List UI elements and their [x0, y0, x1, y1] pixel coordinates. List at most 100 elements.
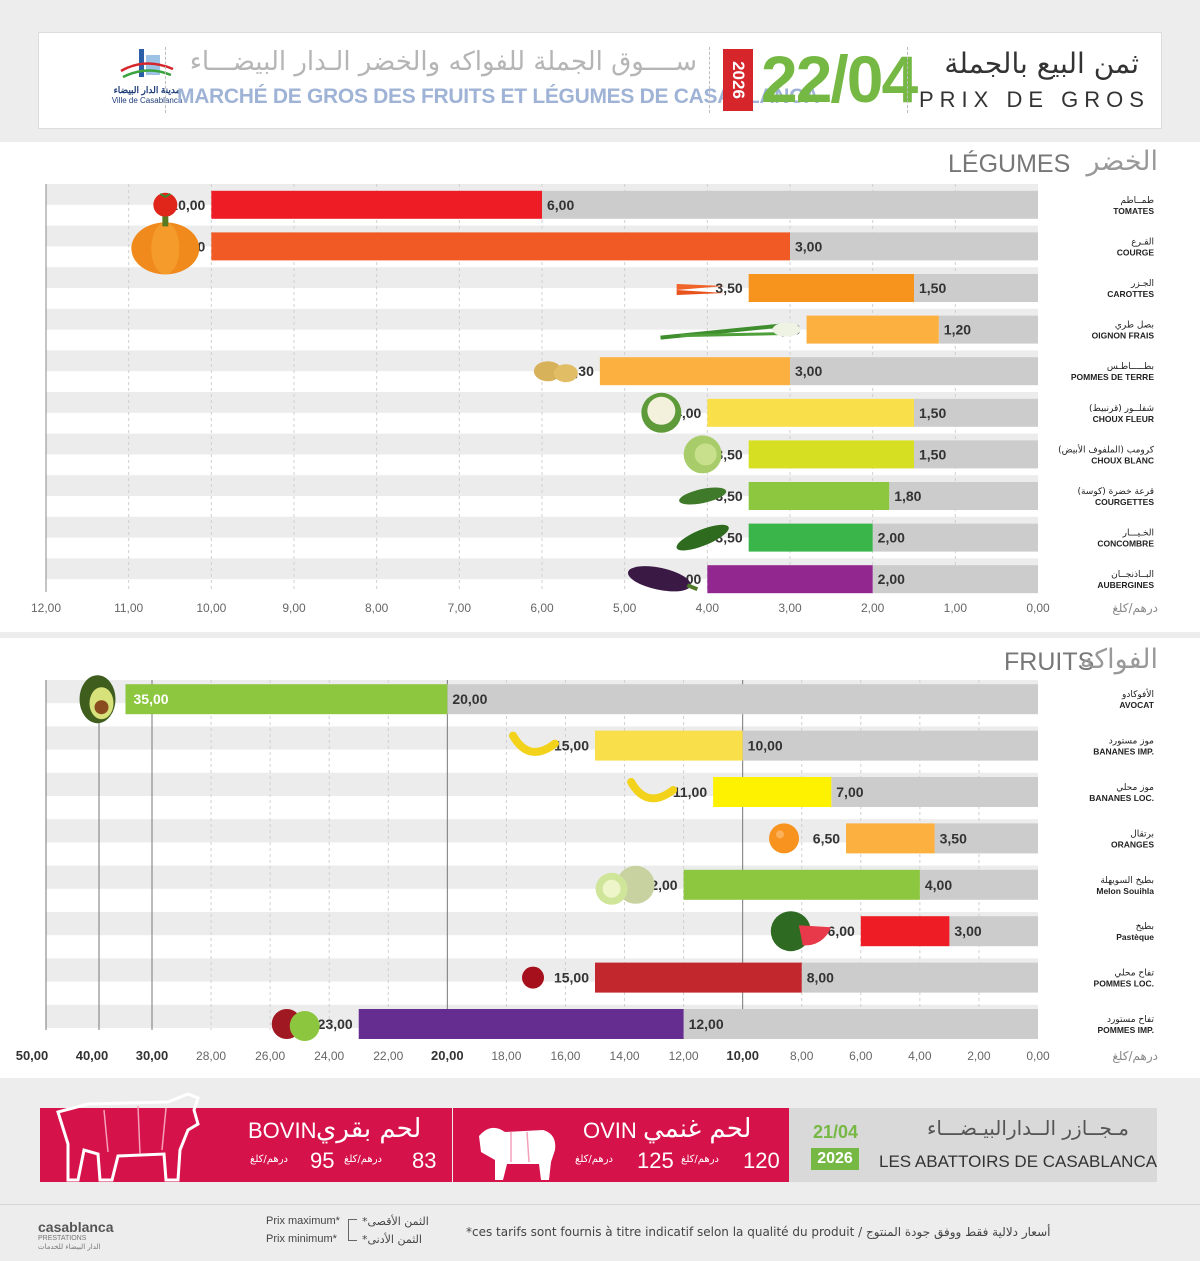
- unit-label: درهم/كلغ: [1112, 601, 1158, 616]
- fruits-title-ar: الفواكه: [1079, 644, 1158, 675]
- label-max-0: 35,00: [134, 691, 169, 707]
- tick-label: 14,00: [610, 1049, 640, 1063]
- banana-icon: [627, 778, 678, 803]
- category-ar-1: القـرع: [1131, 237, 1154, 247]
- bar-range-9: [707, 565, 873, 594]
- label-min-5: 1,50: [919, 405, 946, 421]
- tick-label: 26,00: [255, 1049, 285, 1063]
- bovin-min: 83: [412, 1148, 437, 1173]
- label-max-5: 4,00: [674, 405, 701, 421]
- category-ar-6: كرومب (الملفوف الأبيض): [1058, 443, 1155, 455]
- bar-min-8: [872, 523, 1038, 552]
- bar-min-5: [949, 916, 1038, 947]
- bovin-unit: درهم/كلغ: [344, 1154, 382, 1165]
- category-ar-1: موز مستورد: [1109, 737, 1154, 747]
- category-fr-7: COURGETTES: [1095, 497, 1154, 507]
- tick-label: 11,00: [114, 601, 143, 615]
- category-ar-6: تفاح محلي: [1114, 969, 1154, 979]
- bar-min-2: [914, 274, 1038, 302]
- city-logo-fr: Ville de Casablanca: [111, 96, 183, 105]
- tick-label: 50,00: [16, 1048, 49, 1063]
- bar-range-5: [707, 398, 914, 427]
- legend-bracket: [348, 1219, 357, 1241]
- bar-min-6: [914, 440, 1038, 469]
- legend-max-fr: Prix maximum*: [266, 1215, 340, 1227]
- tick-label: 3,00: [778, 601, 802, 615]
- bar-range-2: [748, 274, 914, 302]
- tick-label: 8,00: [790, 1049, 814, 1063]
- category-ar-5: بطيخ: [1136, 922, 1154, 932]
- tick-label: 4,00: [696, 601, 720, 615]
- ovin-min: 120: [743, 1148, 780, 1173]
- tick-label: 24,00: [314, 1049, 344, 1063]
- bar-min-0: [542, 190, 1038, 219]
- tick-label: 20,00: [431, 1048, 464, 1063]
- legend-max-ar: *الثمن الأقصى: [362, 1215, 429, 1228]
- category-fr-5: Pastèque: [1116, 932, 1154, 942]
- bar-range-4: [683, 869, 920, 900]
- footer-brand-ar: الدار البيضاء للخدمات: [38, 1243, 101, 1251]
- apple-mixed-icon: [271, 1009, 320, 1041]
- label-min-3: 1,20: [944, 322, 971, 338]
- category-fr-0: AVOCAT: [1119, 700, 1154, 710]
- label-min-6: 1,50: [919, 446, 946, 462]
- label-min-2: 7,00: [836, 784, 863, 800]
- category-ar-0: طمــاطم: [1120, 196, 1154, 206]
- cucumber-icon: [676, 524, 729, 551]
- header-banner: مدينة الدار البيضاء Ville de Casablanca …: [38, 32, 1162, 129]
- orange-icon: [769, 823, 800, 854]
- legend-min-ar: *الثمن الأدنى: [362, 1233, 422, 1246]
- label-min-5: 3,00: [954, 923, 981, 939]
- vegetables-title-fr: LÉGUMES: [948, 150, 1071, 178]
- category-fr-3: OIGNON FRAIS: [1092, 331, 1155, 341]
- bar-range-3: [846, 823, 935, 854]
- watermelon-icon: [770, 911, 831, 952]
- bar-min-7: [683, 1009, 1038, 1039]
- label-min-0: 20,00: [452, 691, 487, 707]
- market-name-ar: ســــوق الجملة للفواكه والخضر الـدار الب…: [189, 47, 697, 77]
- tick-label: 6,00: [849, 1049, 873, 1063]
- vegetables-panel: LÉGUMES الخضر 6,00 10,00 طمــاطم TOMATES 3,0…: [0, 142, 1200, 632]
- bar-min-2: [831, 777, 1038, 807]
- cabbage-icon: [683, 435, 722, 474]
- bar-min-7: [889, 482, 1038, 510]
- tick-label: 4,00: [908, 1049, 932, 1063]
- footer-note: *ces tarifs sont fournis à titre indicat…: [466, 1225, 1051, 1239]
- category-ar-7: قرعة خضرة (كوسة): [1077, 487, 1154, 497]
- bar-min-0: [447, 684, 1038, 715]
- potato-icon: [533, 361, 578, 383]
- bar-range-1: [211, 232, 791, 261]
- bar-range-7: [358, 1009, 684, 1039]
- vegetables-chart: 6,0010,00طمــاطمTOMATES3,0010,00القـرعCO…: [31, 184, 1158, 616]
- category-ar-3: بصل طري: [1115, 321, 1154, 331]
- tick-label: 30,00: [136, 1048, 169, 1063]
- label-max-3: 6,50: [813, 830, 840, 846]
- ovin-ar: لحم غنمي: [643, 1114, 752, 1144]
- bar-min-4: [919, 869, 1038, 900]
- sheep-icon: [479, 1127, 556, 1180]
- tick-label: 7,00: [448, 601, 472, 615]
- bar-min-6: [801, 962, 1038, 993]
- category-ar-8: الخـيـــار: [1122, 529, 1154, 539]
- header-divider: [165, 47, 166, 113]
- bar-range-0: [125, 684, 448, 715]
- category-ar-4: بطيخ السويهلة: [1100, 876, 1154, 886]
- label-min-2: 1,50: [919, 280, 946, 296]
- label-max-6: 3,50: [715, 446, 742, 462]
- category-ar-7: تفاح مستورد: [1107, 1015, 1155, 1025]
- label-max-7: 23,00: [318, 1016, 353, 1032]
- bar-min-3: [938, 315, 1038, 344]
- bar-min-1: [742, 730, 1038, 761]
- category-fr-3: ORANGES: [1111, 839, 1154, 849]
- footer-brand: casablanca: [38, 1219, 114, 1235]
- vegetables-title-ar: الخضر: [1086, 146, 1158, 177]
- city-logo-ar: مدينة الدار البيضاء: [113, 85, 181, 95]
- category-fr-2: BANANES LOC.: [1089, 793, 1154, 803]
- avocado-icon: [79, 675, 116, 724]
- year-badge: 2026: [723, 49, 753, 111]
- tick-label: 0,00: [1026, 1049, 1050, 1063]
- cauliflower-icon: [641, 392, 682, 433]
- category-ar-4: بطـــــاطـس: [1107, 362, 1154, 372]
- label-max-0: 10,00: [170, 197, 205, 213]
